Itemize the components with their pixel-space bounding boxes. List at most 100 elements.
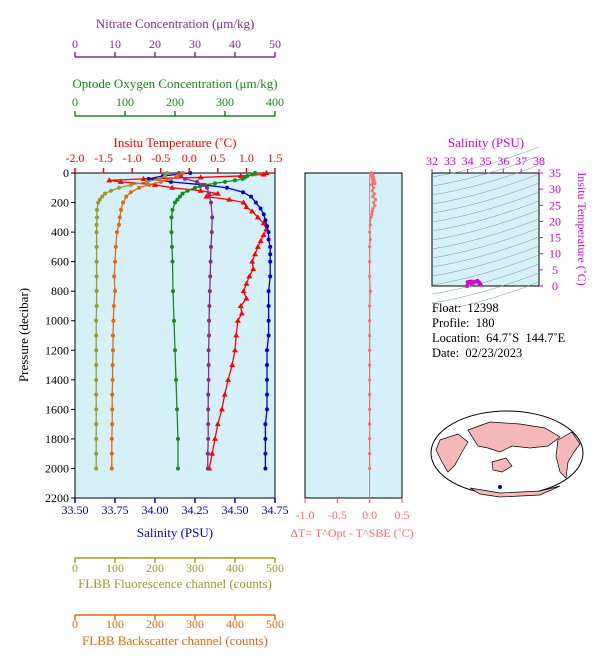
oxygen-point bbox=[185, 188, 190, 193]
fluorescence-point bbox=[96, 200, 101, 205]
delta-t-point bbox=[368, 237, 372, 242]
oxygen-point bbox=[233, 178, 237, 183]
backscatter-point bbox=[113, 259, 117, 264]
fluorescence-point bbox=[94, 436, 99, 441]
salinity-point bbox=[146, 176, 151, 181]
density-contour bbox=[431, 209, 540, 241]
backscatter-point bbox=[110, 392, 115, 397]
fluorescence-point bbox=[94, 392, 99, 397]
temperature-point bbox=[252, 251, 258, 257]
fluorescence-point bbox=[94, 466, 99, 471]
fluorescence-point bbox=[100, 194, 105, 199]
nitrate-point bbox=[208, 274, 213, 279]
fluorescence-point bbox=[94, 363, 99, 368]
temperature-point bbox=[243, 295, 250, 301]
nitrate-tick-label: 20 bbox=[149, 37, 161, 51]
delta-t-tick-label: -0.5 bbox=[328, 508, 347, 522]
salinity-point bbox=[268, 274, 273, 279]
temperature-point bbox=[226, 196, 233, 202]
oxygen-point bbox=[175, 407, 179, 412]
delta-t-point bbox=[368, 274, 372, 279]
fluorescence-point bbox=[97, 197, 102, 202]
delta-t-point bbox=[370, 209, 374, 214]
density-contour bbox=[431, 254, 540, 286]
float-location: Location: 64.7˚S 144.7˚E bbox=[432, 331, 566, 345]
temperature-tick-label: -2.0 bbox=[66, 151, 85, 165]
oxygen-point bbox=[174, 377, 178, 382]
density-contour bbox=[431, 155, 540, 187]
nitrate-point bbox=[209, 244, 213, 249]
temperature-point bbox=[152, 181, 158, 187]
salinity-point bbox=[265, 224, 269, 229]
map-land-americas bbox=[555, 431, 581, 479]
nitrate-point bbox=[206, 422, 211, 427]
pressure-tick-label: 600 bbox=[51, 255, 69, 269]
temperature-point bbox=[214, 190, 221, 196]
ts-point bbox=[469, 279, 474, 284]
salinity-point bbox=[268, 252, 273, 257]
fluorescence-point bbox=[94, 451, 99, 456]
ts-temperature-tick-label: 25 bbox=[549, 198, 561, 212]
temperature-point bbox=[246, 273, 253, 279]
backscatter-point bbox=[110, 363, 115, 368]
backscatter-point bbox=[129, 190, 133, 195]
salinity-point bbox=[258, 206, 263, 211]
temperature-point bbox=[209, 450, 216, 456]
delta-t-axis-label: ΔT= T^Opt - T^SBE (˚C) bbox=[290, 526, 413, 540]
oxygen-point bbox=[176, 466, 180, 471]
temperature-tick-label: -0.5 bbox=[151, 151, 170, 165]
delta-t-point bbox=[368, 363, 372, 367]
nitrate-point bbox=[210, 215, 215, 220]
world-map bbox=[430, 410, 584, 498]
temperature-point bbox=[234, 317, 241, 323]
ts-salinity-tick-label: 37 bbox=[515, 154, 527, 168]
ts-salinity-tick-label: 38 bbox=[533, 154, 545, 168]
oxygen-point bbox=[213, 181, 217, 186]
oxygen-tick-label: 200 bbox=[166, 95, 184, 109]
oxygen-point bbox=[170, 207, 175, 212]
ts-temperature-tick-label: 0 bbox=[552, 279, 558, 293]
temperature-point bbox=[238, 310, 245, 316]
backscatter-point bbox=[115, 230, 119, 235]
nitrate-axis-label: Nitrate Concentration (μm/kg) bbox=[96, 16, 255, 31]
fluorescence-point bbox=[165, 171, 169, 175]
backscatter-point bbox=[109, 466, 114, 471]
pressure-tick-label: 1600 bbox=[45, 402, 69, 416]
oxygen-tick-label: 400 bbox=[266, 95, 284, 109]
oxygen-point bbox=[170, 259, 175, 264]
temperature-point bbox=[257, 237, 264, 243]
backscatter-tick-label: 400 bbox=[226, 617, 244, 631]
backscatter-point bbox=[111, 318, 116, 323]
salinity-point bbox=[266, 230, 271, 235]
temperature-tick-label: 1.0 bbox=[239, 151, 254, 165]
temperature-point bbox=[249, 258, 256, 264]
temperature-point bbox=[260, 171, 267, 177]
temperature-tick-label: 1.5 bbox=[268, 151, 283, 165]
temperature-point bbox=[249, 208, 256, 214]
fluorescence-point bbox=[94, 422, 99, 427]
ts-diagram: 32 33 34 35 36 37 38 Salinity (PSU) 0 5 10 15 20 25 30… bbox=[426, 135, 589, 313]
nitrate-point bbox=[206, 363, 211, 368]
salinity-point bbox=[261, 212, 266, 217]
fluorescence-point bbox=[94, 303, 99, 308]
density-contour bbox=[431, 236, 540, 268]
oxygen-point bbox=[173, 348, 177, 353]
fluorescence-tick-label: 500 bbox=[266, 561, 284, 575]
salinity-point bbox=[263, 218, 268, 223]
backscatter-point bbox=[110, 407, 115, 412]
oxygen-point bbox=[173, 200, 177, 205]
delta-t-point bbox=[368, 407, 372, 411]
salinity-point bbox=[169, 179, 173, 184]
salinity-point bbox=[265, 377, 269, 382]
fluorescence-point bbox=[94, 274, 99, 279]
nitrate-tick-label: 40 bbox=[229, 37, 241, 51]
density-contour bbox=[431, 272, 540, 304]
pressure-tick-label: 200 bbox=[51, 196, 69, 210]
delta-t-point bbox=[370, 212, 374, 216]
temperature-point bbox=[232, 347, 238, 353]
ts-panel bbox=[431, 172, 540, 287]
density-contour bbox=[431, 191, 540, 223]
delta-t-point bbox=[371, 186, 376, 190]
nitrate-point bbox=[208, 259, 213, 264]
